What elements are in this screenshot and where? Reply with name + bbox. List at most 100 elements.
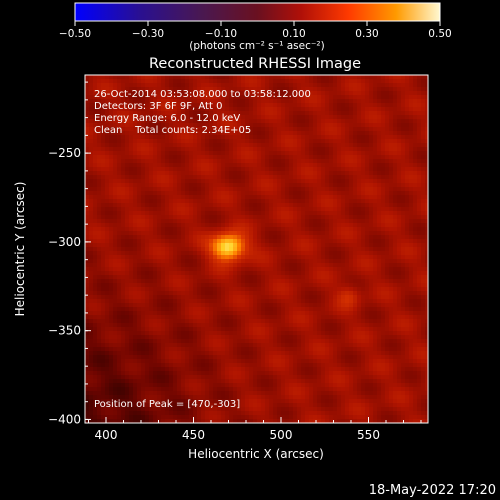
heatmap-cell bbox=[165, 155, 169, 159]
heatmap-cell bbox=[245, 231, 249, 235]
heatmap-cell bbox=[93, 271, 97, 275]
heatmap-cell bbox=[425, 259, 428, 263]
heatmap-cell bbox=[201, 159, 205, 163]
heatmap-cell bbox=[173, 139, 177, 143]
heatmap-cell bbox=[381, 103, 385, 107]
heatmap-cell bbox=[365, 263, 369, 267]
heatmap-cell bbox=[377, 223, 381, 227]
heatmap-cell bbox=[253, 147, 257, 151]
heatmap-cell bbox=[337, 115, 341, 119]
heatmap-cell bbox=[269, 171, 273, 175]
heatmap-cell bbox=[393, 171, 397, 175]
heatmap-cell bbox=[241, 255, 245, 259]
heatmap-cell bbox=[353, 147, 357, 151]
heatmap-cell bbox=[417, 239, 421, 243]
heatmap-cell bbox=[229, 211, 233, 215]
heatmap-cell bbox=[157, 291, 161, 295]
heatmap-cell bbox=[129, 79, 133, 83]
heatmap-cell bbox=[89, 143, 93, 147]
heatmap-cell bbox=[301, 303, 305, 307]
heatmap-cell bbox=[249, 215, 253, 219]
heatmap-cell bbox=[345, 223, 349, 227]
heatmap-cell bbox=[85, 115, 89, 119]
heatmap-cell bbox=[85, 291, 89, 295]
heatmap-cell bbox=[289, 219, 293, 223]
heatmap-cell bbox=[233, 199, 237, 203]
heatmap-cell bbox=[145, 279, 149, 283]
heatmap-cell bbox=[141, 187, 145, 191]
heatmap-cell bbox=[189, 131, 193, 135]
heatmap-cell bbox=[389, 103, 393, 107]
heatmap-cell bbox=[401, 159, 405, 163]
heatmap-cell bbox=[377, 211, 381, 215]
heatmap-cell bbox=[133, 139, 137, 143]
heatmap-cell bbox=[89, 251, 93, 255]
heatmap-cell bbox=[269, 147, 273, 151]
heatmap-cell bbox=[93, 267, 97, 271]
heatmap-cell bbox=[261, 175, 265, 179]
heatmap-cell bbox=[193, 95, 197, 99]
heatmap-cell bbox=[213, 251, 217, 255]
heatmap-cell bbox=[153, 131, 157, 135]
heatmap-cell bbox=[333, 183, 337, 187]
heatmap-cell bbox=[289, 163, 293, 167]
heatmap-cell bbox=[369, 195, 373, 199]
heatmap-cell bbox=[173, 95, 177, 99]
heatmap-cell bbox=[221, 243, 225, 247]
heatmap-cell bbox=[253, 95, 257, 99]
heatmap-cell bbox=[401, 231, 405, 235]
heatmap-cell bbox=[337, 167, 341, 171]
heatmap-cell bbox=[221, 75, 225, 79]
heatmap-cell bbox=[337, 303, 341, 307]
heatmap-cell bbox=[181, 199, 185, 203]
heatmap-cell bbox=[101, 279, 105, 283]
heatmap-cell bbox=[373, 127, 377, 131]
heatmap-cell bbox=[309, 267, 313, 271]
heatmap-cell bbox=[201, 287, 205, 291]
heatmap-cell bbox=[93, 119, 97, 123]
heatmap-cell bbox=[305, 99, 309, 103]
heatmap-cell bbox=[221, 79, 225, 83]
heatmap-cell bbox=[161, 283, 165, 287]
heatmap-cell bbox=[273, 95, 277, 99]
heatmap-cell bbox=[205, 99, 209, 103]
heatmap-cell bbox=[329, 231, 333, 235]
heatmap-cell bbox=[241, 271, 245, 275]
heatmap-cell bbox=[421, 283, 425, 287]
heatmap-cell bbox=[221, 251, 225, 255]
heatmap-cell bbox=[193, 79, 197, 83]
heatmap-cell bbox=[237, 199, 241, 203]
heatmap-cell bbox=[97, 123, 101, 127]
heatmap-cell bbox=[141, 107, 145, 111]
heatmap-cell bbox=[241, 287, 245, 291]
heatmap-cell bbox=[313, 183, 317, 187]
heatmap-cell bbox=[109, 295, 113, 299]
heatmap-cell bbox=[149, 111, 153, 115]
heatmap-cell bbox=[265, 135, 269, 139]
heatmap-cell bbox=[377, 259, 381, 263]
heatmap-cell bbox=[421, 287, 425, 291]
heatmap-cell bbox=[293, 279, 297, 283]
heatmap-cell bbox=[313, 235, 317, 239]
heatmap-cell bbox=[265, 299, 269, 303]
heatmap-cell bbox=[345, 291, 349, 295]
heatmap-cell bbox=[185, 119, 189, 123]
heatmap-cell bbox=[381, 79, 385, 83]
heatmap-cell bbox=[333, 139, 337, 143]
heatmap-cell bbox=[313, 127, 317, 131]
heatmap-cell bbox=[101, 167, 105, 171]
heatmap-cell bbox=[253, 119, 257, 123]
heatmap-cell bbox=[137, 143, 141, 147]
heatmap-cell bbox=[145, 75, 149, 79]
heatmap-cell bbox=[317, 147, 321, 151]
heatmap-cell bbox=[121, 219, 125, 223]
heatmap-cell bbox=[225, 91, 229, 95]
heatmap-cell bbox=[329, 267, 333, 271]
heatmap-cell bbox=[361, 91, 365, 95]
heatmap-cell bbox=[265, 247, 269, 251]
heatmap-cell bbox=[417, 171, 421, 175]
heatmap-cell bbox=[197, 103, 201, 107]
heatmap-cell bbox=[381, 135, 385, 139]
heatmap-cell bbox=[157, 127, 161, 131]
heatmap-cell bbox=[193, 155, 197, 159]
